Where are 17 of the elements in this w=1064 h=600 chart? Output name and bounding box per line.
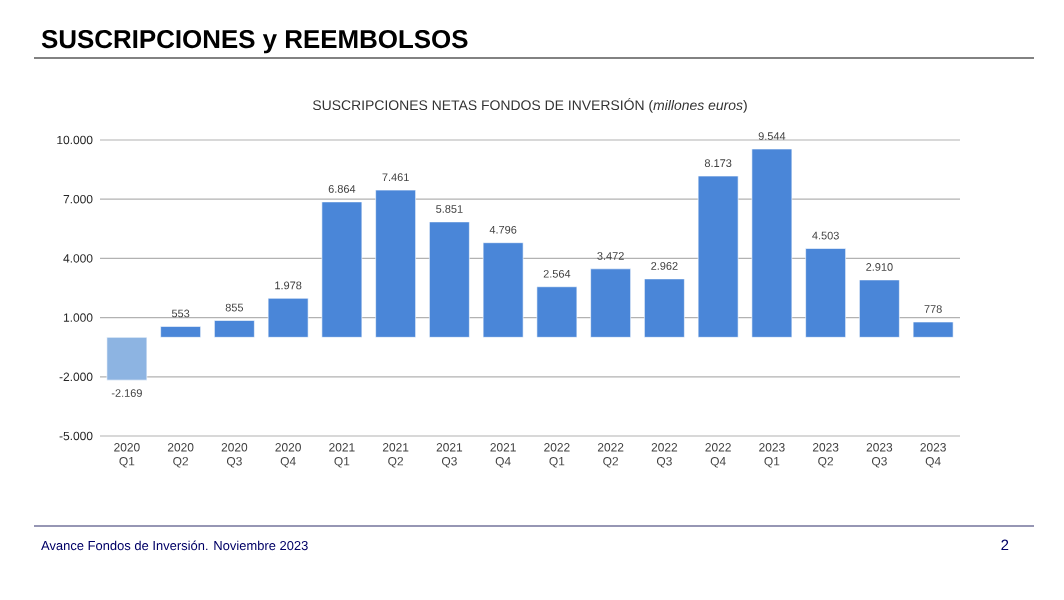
bar <box>912 321 954 338</box>
bar <box>590 268 631 338</box>
bar <box>375 189 416 338</box>
bar <box>429 221 470 338</box>
bar <box>751 148 793 338</box>
bar <box>106 337 148 381</box>
bar <box>267 298 309 338</box>
bar <box>160 326 201 338</box>
bar <box>482 242 524 338</box>
bar <box>214 320 255 338</box>
bar <box>859 279 900 338</box>
bar <box>644 278 685 338</box>
chart-title: SUSCRIPCIONES y REEMBOLSOS <box>41 29 468 54</box>
bar <box>805 248 846 338</box>
bar <box>536 286 578 338</box>
bar <box>697 175 739 338</box>
bar <box>321 201 363 338</box>
